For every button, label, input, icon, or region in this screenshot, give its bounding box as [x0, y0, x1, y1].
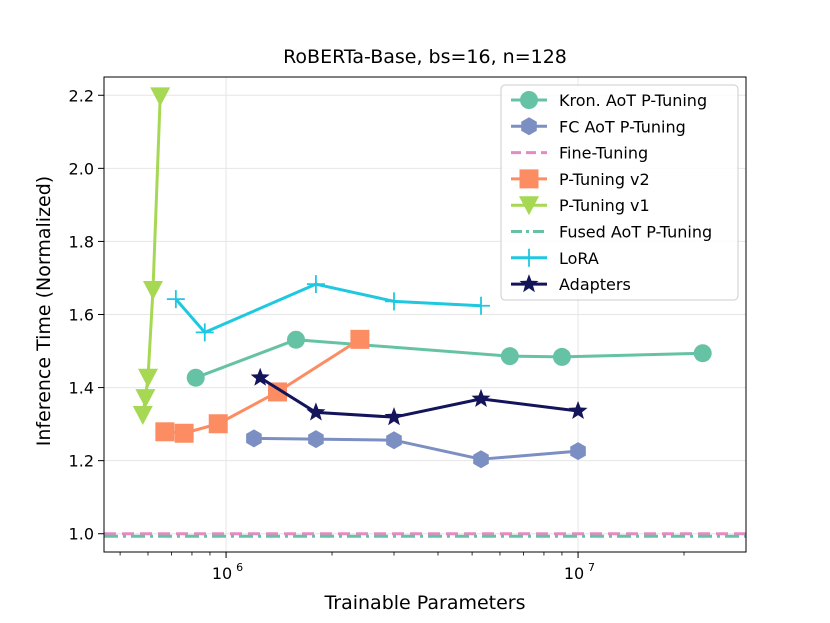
legend-label: P-Tuning v2	[559, 170, 650, 189]
y-tick-label: 1.2	[69, 452, 94, 471]
data-point	[286, 330, 305, 349]
data-point	[135, 389, 156, 409]
legend-box	[500, 84, 739, 301]
data-point	[137, 368, 158, 388]
data-point	[306, 275, 325, 294]
data-point	[519, 169, 539, 189]
data-point	[308, 430, 324, 449]
legend-label: FC AoT P-Tuning	[559, 117, 686, 136]
axes: 1.0 1.2 1.4 1.6 1.8 2.0 2.2 10 6 10 7	[69, 86, 685, 583]
series-line	[174, 282, 482, 334]
data-point	[385, 292, 404, 311]
data-point	[520, 91, 538, 109]
legend-entry: FC AoT P-Tuning	[511, 117, 686, 136]
chart-title: RoBERTa-Base, bs=16, n=128	[283, 46, 567, 68]
series-adapters	[250, 367, 588, 426]
data-point	[473, 450, 489, 469]
data-point	[186, 368, 205, 387]
legend-entry: P-Tuning v2	[511, 169, 650, 189]
data-point	[195, 323, 214, 342]
data-point	[520, 248, 538, 267]
data-point	[500, 347, 519, 366]
legend-entry: P-Tuning v1	[511, 196, 650, 216]
legend-label: LoRA	[559, 249, 599, 268]
legend-label: Adapters	[559, 275, 631, 294]
legend-label: Fine-Tuning	[559, 144, 648, 163]
series-lora	[166, 275, 491, 342]
data-point	[521, 117, 537, 136]
data-point	[568, 400, 588, 420]
data-point	[306, 402, 326, 421]
legend-label: Fused AoT P-Tuning	[559, 223, 712, 242]
x-tick-label: 10	[212, 564, 232, 583]
y-tick-label: 2.2	[69, 86, 94, 105]
legend-entry: Kron. AoT P-Tuning	[511, 91, 707, 110]
data-point	[519, 196, 539, 216]
y-axis-label: Inference Time (Normalized)	[33, 176, 55, 446]
series-line	[195, 338, 703, 380]
y-tick-label: 1.0	[69, 525, 94, 544]
data-point	[472, 296, 491, 315]
series-line	[141, 96, 162, 416]
data-point	[519, 274, 539, 293]
y-tick-label: 1.6	[69, 306, 94, 325]
grid-lines	[104, 77, 746, 552]
data-point	[246, 429, 262, 448]
x-tick-label: 10	[564, 564, 584, 583]
data-point	[693, 344, 712, 363]
data-point	[166, 290, 185, 309]
series-layer	[104, 87, 746, 538]
data-point	[552, 347, 571, 366]
series-fc-aot-p-tuning	[246, 429, 586, 469]
data-point	[384, 407, 404, 426]
data-point	[208, 414, 228, 434]
x-axis-label: Trainable Parameters	[323, 592, 525, 614]
legend-label: P-Tuning v1	[559, 196, 650, 215]
data-point	[150, 87, 171, 107]
y-tick-label: 1.4	[69, 379, 94, 398]
series-kron-aot-p-tuning	[186, 330, 712, 387]
x-tick-exponent: 6	[236, 561, 243, 574]
series-p-tuning-v2	[155, 329, 370, 443]
legend-entry: LoRA	[511, 249, 599, 268]
series-line	[253, 436, 579, 461]
legend-label: Kron. AoT P-Tuning	[559, 91, 707, 110]
y-tick-label: 1.8	[69, 232, 94, 251]
x-tick-exponent: 7	[588, 561, 595, 574]
legend-entry: Fused AoT P-Tuning	[511, 223, 712, 242]
legend-entry: Fine-Tuning	[511, 144, 648, 163]
data-point	[570, 442, 586, 461]
data-point	[155, 422, 175, 442]
data-point	[132, 405, 153, 425]
data-point	[174, 423, 194, 443]
series-line	[259, 376, 579, 419]
data-point	[350, 329, 370, 349]
data-point	[471, 388, 491, 407]
legend-entry: Adapters	[511, 274, 631, 294]
data-point	[386, 431, 402, 450]
legend: Kron. AoT P-Tuning FC AoT P-Tuning Fine-Tu…	[500, 84, 739, 301]
data-point	[142, 281, 163, 301]
y-tick-label: 2.0	[69, 159, 94, 178]
data-point	[250, 367, 270, 386]
series-p-tuning-v1	[132, 87, 171, 425]
